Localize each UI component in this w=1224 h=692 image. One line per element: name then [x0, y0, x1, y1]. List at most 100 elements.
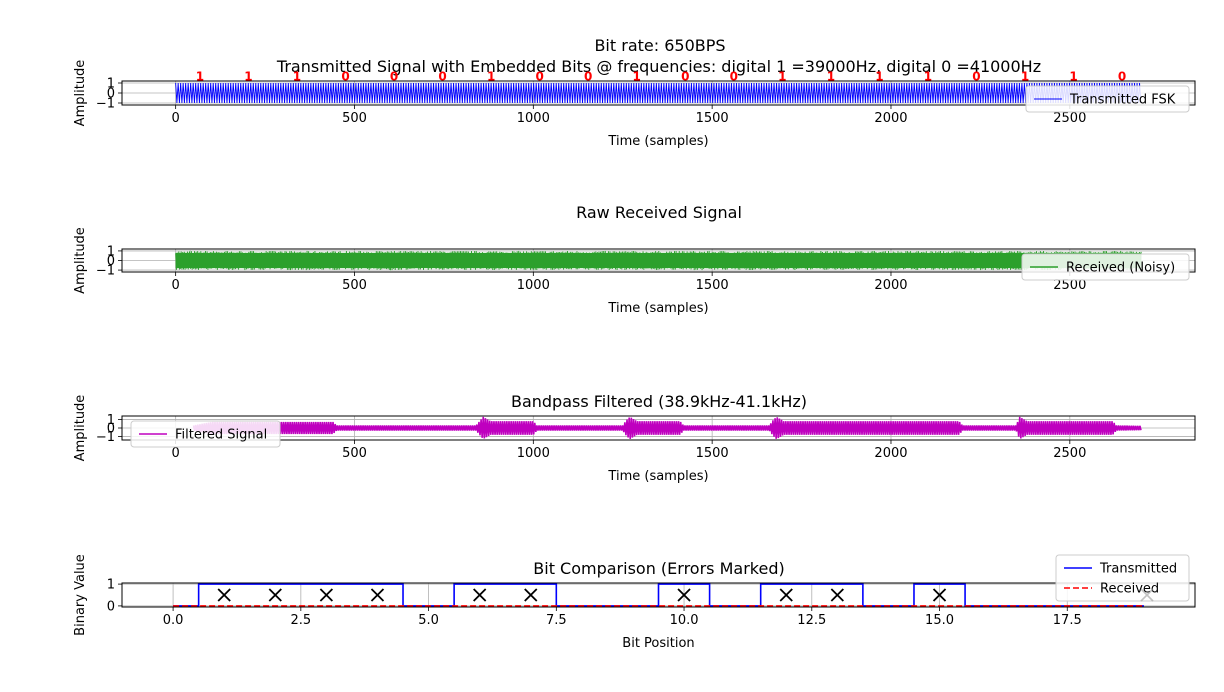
bit-label: 0	[1118, 70, 1126, 84]
filtered-ylabel: Amplitude	[73, 395, 88, 462]
error-marker	[932, 588, 947, 602]
x-tick-label: 5.0	[418, 613, 439, 628]
transmitted-legend: Transmitted FSK	[1025, 85, 1190, 113]
bit-label: 0	[681, 70, 689, 84]
legend-label: Received (Noisy)	[1066, 261, 1175, 276]
bit-label: 0	[535, 70, 543, 84]
received-ylabel: Amplitude	[73, 227, 88, 294]
bit-comparison-ylabel: Binary Value	[73, 554, 88, 636]
bit-label: 1	[244, 70, 252, 84]
x-tick-label: 0	[172, 446, 180, 461]
bit-label: 1	[196, 70, 204, 84]
legend-box	[1025, 85, 1190, 113]
x-tick-label: 1500	[696, 446, 729, 461]
transmitted-title: Transmitted Signal with Embedded Bits @ …	[276, 57, 1041, 76]
x-tick-label: 2000	[874, 278, 907, 293]
y-tick-label: 1	[107, 244, 115, 259]
error-marker	[370, 588, 385, 602]
bit-comparison-title: Bit Comparison (Errors Marked)	[533, 559, 784, 578]
error-marker	[473, 588, 487, 602]
x-tick-label: 2000	[874, 446, 907, 461]
transmitted-ylabel: Amplitude	[73, 60, 88, 127]
error-marker	[319, 588, 334, 602]
bit-comparison-xlabel: Bit Position	[622, 636, 694, 651]
y-tick-label: 0	[107, 599, 115, 614]
bit-label: 1	[487, 70, 495, 84]
error-marker	[217, 588, 231, 602]
error-marker	[677, 588, 691, 602]
x-tick-label: 2000	[874, 111, 907, 126]
received-title: Raw Received Signal	[576, 203, 742, 222]
x-tick-label: 1000	[517, 111, 550, 126]
panel-bit-comparison: Bit Comparison (Errors Marked) 0.0 2.5 5.0…	[73, 554, 1196, 651]
x-tick-label: 1000	[517, 446, 550, 461]
error-marker	[268, 588, 282, 602]
x-tick-label: 10.0	[670, 613, 699, 628]
y-tick-label: −1	[96, 97, 115, 112]
bit-comparison-axes-frame	[121, 582, 1196, 608]
x-tick-label: 500	[342, 446, 367, 461]
error-marker	[830, 588, 844, 602]
panel-transmitted: Transmitted Signal with Embedded Bits @ …	[73, 57, 1196, 149]
x-tick-label: 0	[172, 111, 180, 126]
transmitted-bits-step	[173, 583, 1144, 607]
y-tick-label: 0	[107, 254, 115, 269]
bit-label: 1	[1069, 70, 1077, 84]
bit-label: 0	[730, 70, 738, 84]
x-tick-label: 1500	[696, 278, 729, 293]
error-marker	[779, 588, 793, 602]
transmitted-xlabel: Time (samples)	[607, 134, 708, 149]
x-tick-label: 1000	[517, 278, 550, 293]
bit-label: 0	[390, 70, 398, 84]
bit-label: 0	[584, 70, 592, 84]
y-tick-label: −1	[96, 264, 115, 279]
bit-label: 0	[972, 70, 980, 84]
bit-comparison-legend: Transmitted Received	[1055, 554, 1190, 602]
panel-received: Raw Received Signal 0 500 1000 1500 2000 2500…	[73, 203, 1196, 316]
bit-label: 1	[875, 70, 883, 84]
filtered-legend: Filtered Signal	[130, 420, 281, 448]
legend-box	[1055, 554, 1190, 602]
legend-error-marker-icon	[1140, 588, 1154, 602]
x-tick-label: 0.0	[163, 613, 184, 628]
y-tick-label: 1	[107, 77, 115, 92]
legend-label: Transmitted	[1099, 562, 1177, 577]
x-tick-label: 2500	[1053, 278, 1086, 293]
bit-label: 1	[293, 70, 301, 84]
y-tick-label: 1	[107, 413, 115, 428]
filtered-title: Bandpass Filtered (38.9kHz-41.1kHz)	[511, 392, 807, 411]
x-tick-label: 2.5	[290, 613, 311, 628]
x-tick-label: 1500	[696, 111, 729, 126]
y-tick-label: 1	[107, 578, 115, 593]
x-tick-label: 500	[342, 278, 367, 293]
x-tick-label: 12.5	[797, 613, 826, 628]
bit-label: 0	[438, 70, 446, 84]
error-marker	[524, 588, 538, 602]
panel-filtered: Bandpass Filtered (38.9kHz-41.1kHz) 0 500…	[73, 392, 1196, 484]
transmitted-fsk-line	[175, 82, 1142, 104]
legend-label: Transmitted FSK	[1069, 93, 1176, 108]
received-xlabel: Time (samples)	[607, 301, 708, 316]
bit-label: 1	[1021, 70, 1029, 84]
legend-box	[130, 420, 281, 448]
y-tick-label: 0	[107, 87, 115, 102]
x-tick-label: 2500	[1053, 446, 1086, 461]
legend-label: Filtered Signal	[175, 428, 267, 443]
bit-label: 1	[778, 70, 786, 84]
bit-label: 1	[633, 70, 641, 84]
received-noisy-line	[175, 249, 1142, 271]
x-tick-label: 2500	[1053, 111, 1086, 126]
x-tick-label: 0	[172, 278, 180, 293]
x-tick-label: 17.5	[1053, 613, 1082, 628]
bit-label: 1	[924, 70, 932, 84]
bit-label: 1	[827, 70, 835, 84]
legend-box	[1021, 253, 1190, 281]
x-tick-label: 15.0	[925, 613, 954, 628]
figure-suptitle: Bit rate: 650BPS	[594, 36, 725, 55]
bit-label: 0	[341, 70, 349, 84]
received-legend: Received (Noisy)	[1021, 253, 1190, 281]
y-tick-label: 0	[107, 422, 115, 437]
filtered-signal-line	[192, 416, 1142, 439]
